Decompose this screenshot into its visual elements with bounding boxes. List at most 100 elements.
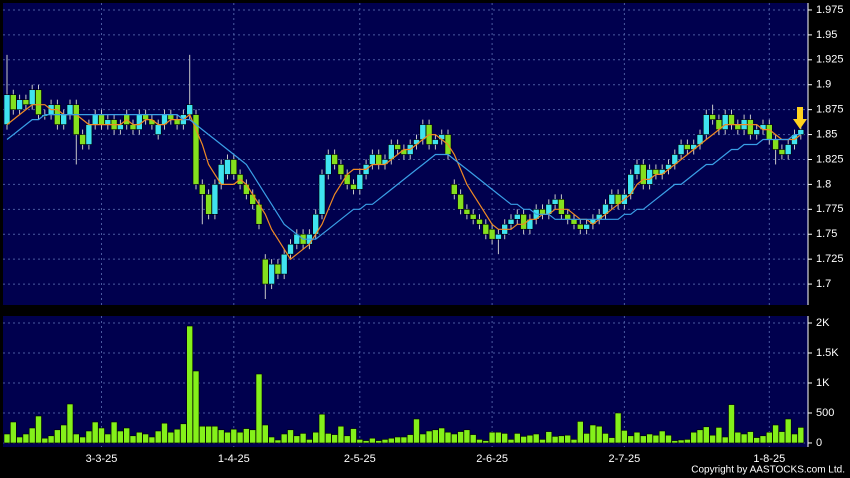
candle-body xyxy=(331,154,338,165)
x-tick-label: 3-3-25 xyxy=(86,453,118,465)
volume-bar xyxy=(444,431,452,444)
candle-body xyxy=(608,194,616,205)
candle-body xyxy=(350,184,357,190)
volume-bar xyxy=(186,325,193,444)
candle-body xyxy=(343,174,351,185)
candle-body xyxy=(224,159,231,175)
volume-bar xyxy=(677,439,685,444)
candle-body xyxy=(495,233,502,240)
candle-body xyxy=(261,258,269,285)
volume-bar xyxy=(173,428,181,444)
volume-bar xyxy=(148,436,156,444)
candle-body xyxy=(199,184,206,195)
candle-body xyxy=(211,184,219,215)
volume-bar xyxy=(545,431,553,444)
volume-bar xyxy=(3,433,11,444)
candle-body xyxy=(3,94,11,125)
candle-body xyxy=(173,119,181,125)
volume-bar xyxy=(293,435,301,444)
volume-bar xyxy=(60,424,68,444)
candle-body xyxy=(457,194,464,210)
candle-body xyxy=(154,124,162,135)
volume-bar xyxy=(476,439,483,444)
volume-bar xyxy=(350,428,357,444)
volume-bar xyxy=(658,430,666,444)
volume-bar xyxy=(318,413,326,444)
volume-bar xyxy=(249,429,256,444)
volume-bar xyxy=(91,421,99,444)
candle-body xyxy=(22,99,30,105)
y-tick-label: 1.975 xyxy=(816,4,844,16)
volume-bar xyxy=(482,440,490,444)
volume-bar xyxy=(274,439,282,444)
x-tick-label: 2-5-25 xyxy=(344,453,376,465)
volume-bar xyxy=(450,433,458,444)
volume-bar xyxy=(671,440,679,444)
volume-bar xyxy=(513,433,521,444)
candle-body xyxy=(633,164,641,175)
candle-body xyxy=(66,104,74,115)
candle-body xyxy=(583,223,590,230)
volume-bar xyxy=(161,422,168,444)
y-tick-label: 2K xyxy=(816,317,830,329)
candle-body xyxy=(564,214,572,220)
moving-average-line xyxy=(6,114,801,240)
volume-bar xyxy=(740,433,748,444)
volume-bar xyxy=(16,436,23,444)
candle-body xyxy=(394,144,401,150)
volume-bar xyxy=(526,434,534,444)
x-tick-label: 2-6-25 xyxy=(476,453,508,465)
candle-body xyxy=(684,144,691,150)
candle-body xyxy=(677,144,685,155)
volume-bar xyxy=(205,425,212,444)
volume-bar xyxy=(136,431,143,444)
candle-body xyxy=(469,214,477,220)
y-tick-label: 1.725 xyxy=(816,253,844,265)
volume-bar xyxy=(406,434,414,444)
candle-body xyxy=(10,94,17,110)
candle-body xyxy=(192,114,200,185)
volume-bar xyxy=(261,424,269,444)
candle-body xyxy=(205,194,212,215)
candle-body xyxy=(463,209,471,215)
volume-bar xyxy=(432,429,439,444)
volume-bar xyxy=(154,430,162,444)
volume-bar xyxy=(501,433,509,444)
volume-bar xyxy=(28,427,36,444)
volume-bar xyxy=(41,437,49,444)
volume-bar xyxy=(306,439,313,444)
volume-bar xyxy=(576,421,584,444)
volume-bar xyxy=(602,433,609,444)
y-tick-label: 1.7 xyxy=(816,278,831,290)
volume-bar xyxy=(684,439,691,444)
volume-bar xyxy=(438,427,446,444)
volume-bar xyxy=(167,431,175,444)
volume-bar xyxy=(797,427,805,444)
volume-bar xyxy=(419,433,427,444)
volume-bar xyxy=(10,421,17,444)
moving-average-line xyxy=(6,104,802,261)
candle-body xyxy=(747,119,754,135)
volume-bar xyxy=(690,431,698,444)
volume-bar xyxy=(280,433,288,444)
candle-body xyxy=(652,169,660,175)
candle-body xyxy=(129,124,137,130)
volume-bar xyxy=(595,425,603,444)
volume-bar xyxy=(66,403,74,444)
y-tick-label: 1.875 xyxy=(816,104,844,116)
volume-bar xyxy=(765,431,773,444)
candle-body xyxy=(772,139,779,150)
volume-bar xyxy=(488,431,496,444)
candle-body xyxy=(539,209,546,215)
candle-body xyxy=(520,214,527,230)
candle-body xyxy=(117,124,124,130)
volume-bar xyxy=(387,437,395,444)
candle-body xyxy=(280,253,288,275)
candle-body xyxy=(570,218,578,225)
volume-bar xyxy=(728,404,735,444)
volume-bar xyxy=(520,436,527,444)
y-tick-label: 1K xyxy=(816,377,830,389)
volume-bar xyxy=(54,429,61,444)
candle-body xyxy=(356,174,364,190)
volume-bar xyxy=(709,434,716,444)
